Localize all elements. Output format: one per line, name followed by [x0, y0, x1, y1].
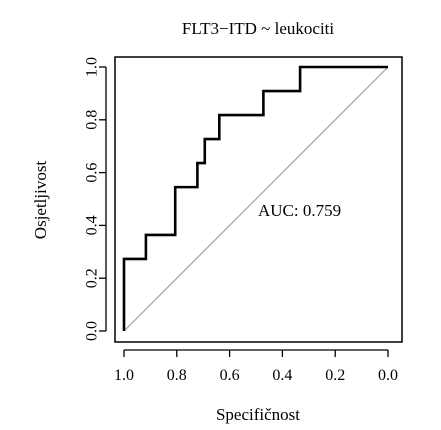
y-axis-label: Osjetljivost — [31, 161, 50, 240]
x-axis: 1.0 0.8 0.6 0.4 0.2 0.0 — [114, 349, 398, 384]
y-tick-label: 0.2 — [84, 268, 101, 288]
y-tick-label: 0.4 — [84, 215, 101, 235]
x-axis-label: Specifičnost — [216, 405, 300, 424]
x-tick-label: 0.0 — [378, 367, 398, 384]
x-tick-label: 1.0 — [114, 367, 134, 384]
y-tick-label: 0.8 — [84, 110, 101, 130]
auc-annotation: AUC: 0.759 — [258, 201, 341, 220]
roc-curve-line — [122, 65, 388, 331]
chart-title: FLT3−ITD ~ leukociti — [182, 19, 335, 38]
x-tick-label: 0.8 — [167, 367, 187, 384]
reference-diagonal-line — [123, 66, 389, 332]
y-tick-label: 0.0 — [84, 321, 101, 341]
y-axis: 0.0 0.2 0.4 0.6 0.8 1.0 — [84, 57, 107, 341]
chart-marks — [122, 65, 389, 332]
x-tick-label: 0.2 — [325, 367, 345, 384]
x-tick-label: 0.6 — [220, 367, 240, 384]
y-tick-label: 1.0 — [84, 57, 101, 77]
y-tick-label: 0.6 — [84, 163, 101, 183]
plot-frame — [114, 56, 403, 343]
x-tick-label: 0.4 — [272, 367, 292, 384]
